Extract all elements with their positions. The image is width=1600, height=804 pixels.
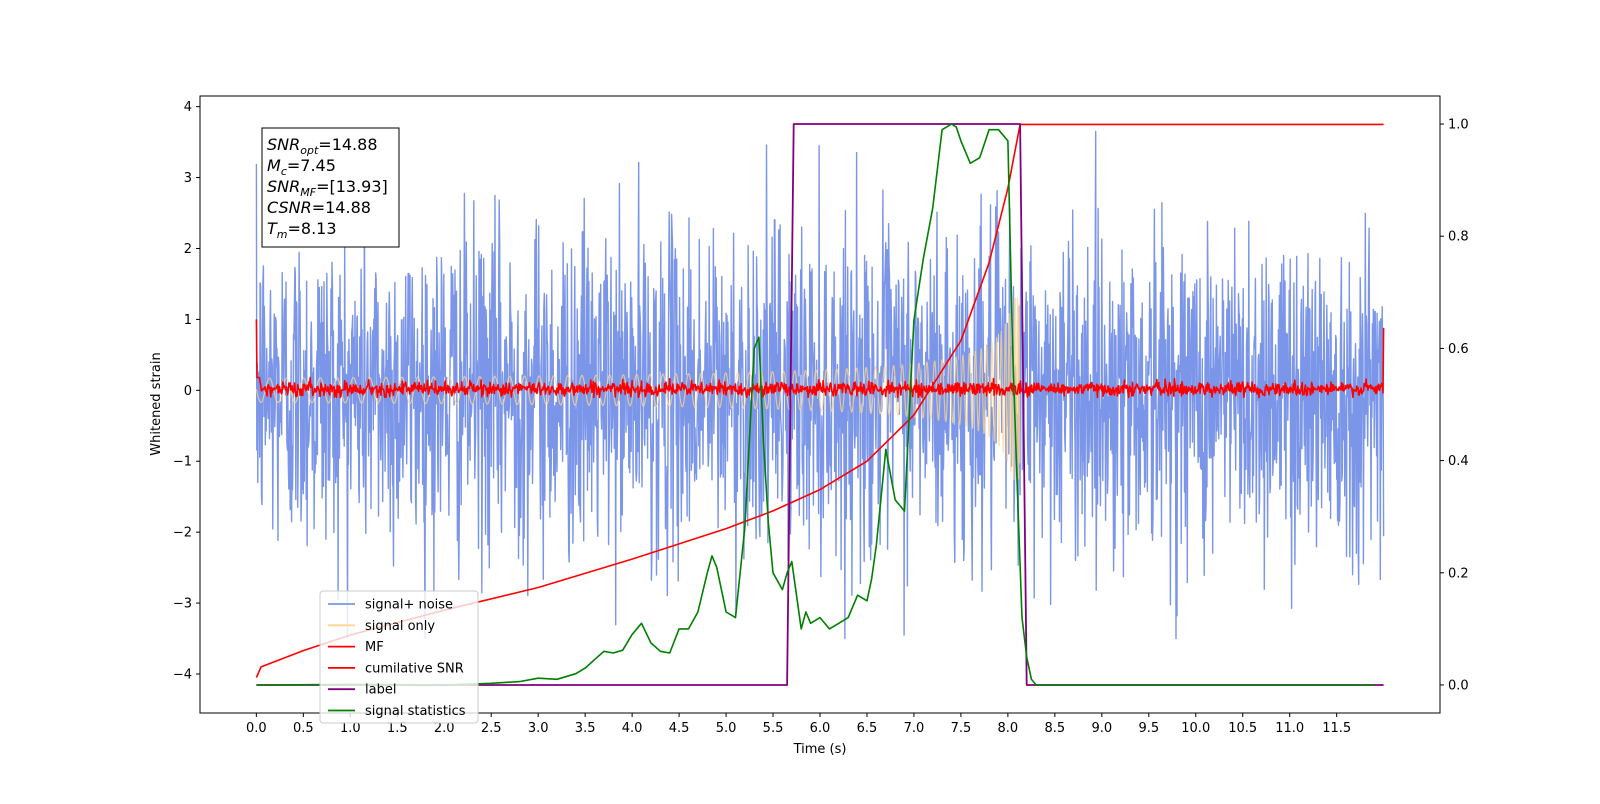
legend-label: label [365, 683, 396, 698]
y-left-tick-label: −1 [173, 455, 192, 470]
x-axis-label: Time (s) [793, 742, 847, 757]
annotation-line: Mc=7.45 [267, 156, 336, 178]
x-tick-label: 0.0 [246, 721, 267, 736]
signal-statistics-series [256, 123, 1375, 686]
y-left-tick-label: −4 [173, 667, 192, 682]
legend: signal+ noise signal only MF cumilative SNR… [319, 590, 479, 724]
x-tick-label: 9.0 [1091, 721, 1112, 736]
annotation-box: SNRopt=14.88Mc=7.45SNRMF=[13.93]CSNR=14.… [261, 127, 400, 248]
y-axis-right: 1.0 0.8 0.6 0.4 0.2 0.0 [1440, 118, 1469, 693]
x-tick-label: 2.5 [481, 721, 502, 736]
y-axis-label: Whitened strain [149, 352, 164, 455]
x-tick-label: 6.0 [810, 721, 831, 736]
y-right-tick-label: 0.4 [1448, 454, 1469, 469]
y-right-tick-label: 0.8 [1448, 230, 1469, 245]
signal-noise-series [255, 130, 1385, 640]
mf-series [255, 319, 1385, 399]
x-tick-label: 5.0 [716, 721, 737, 736]
x-tick-label: 4.5 [669, 721, 690, 736]
legend-label: MF [365, 640, 384, 655]
x-axis: 0.0 0.5 1.0 1.5 2.0 2.5 3.0 3.5 4.0 4.5 5.0 5.5 6.0 6… [246, 713, 1351, 736]
x-tick-label: 10.5 [1228, 721, 1257, 736]
y-left-tick-label: 0 [184, 384, 192, 399]
legend-label: cumilative SNR [365, 661, 464, 676]
annotation-line: CSNR=14.88 [267, 198, 371, 217]
legend-label: signal only [365, 619, 435, 634]
x-tick-label: 2.0 [434, 721, 455, 736]
legend-label: signal+ noise [365, 598, 453, 613]
annotation-line: SNRMF=[13.93] [267, 177, 388, 199]
x-tick-label: 7.0 [904, 721, 925, 736]
x-tick-label: 1.0 [340, 721, 361, 736]
y-left-tick-label: 4 [184, 100, 192, 115]
y-right-tick-label: 0.6 [1448, 342, 1469, 357]
y-right-tick-label: 0.2 [1448, 566, 1469, 581]
y-left-tick-label: −2 [173, 526, 192, 541]
x-tick-label: 0.5 [293, 721, 314, 736]
x-tick-label: 11.0 [1275, 721, 1304, 736]
y-left-tick-label: 2 [184, 242, 192, 257]
x-tick-label: 3.5 [575, 721, 596, 736]
x-tick-label: 7.5 [951, 721, 972, 736]
x-tick-label: 10.0 [1181, 721, 1210, 736]
legend-label: signal statistics [365, 704, 466, 719]
y-left-tick-label: 1 [184, 313, 192, 328]
x-tick-label: 11.5 [1322, 721, 1351, 736]
annotation-line: SNRopt=14.88 [267, 135, 378, 157]
x-tick-label: 3.0 [528, 721, 549, 736]
x-tick-label: 9.5 [1138, 721, 1159, 736]
signal-only-series [255, 297, 1021, 482]
y-right-tick-label: 0.0 [1448, 678, 1469, 693]
y-left-tick-label: −3 [173, 597, 192, 612]
x-tick-label: 8.0 [998, 721, 1019, 736]
y-axis-left: 4 3 2 1 0 −1 −2 −3 −4 [173, 100, 200, 682]
x-tick-label: 5.5 [763, 721, 784, 736]
annotation-frame [261, 127, 400, 248]
y-left-tick-label: 3 [184, 171, 192, 186]
annotation-line: Tm=8.13 [267, 219, 337, 241]
x-tick-label: 1.5 [387, 721, 408, 736]
legend-frame [319, 590, 479, 724]
x-tick-label: 6.5 [857, 721, 878, 736]
x-tick-label: 8.5 [1045, 721, 1066, 736]
y-right-tick-label: 1.0 [1448, 118, 1469, 133]
x-tick-label: 4.0 [622, 721, 643, 736]
